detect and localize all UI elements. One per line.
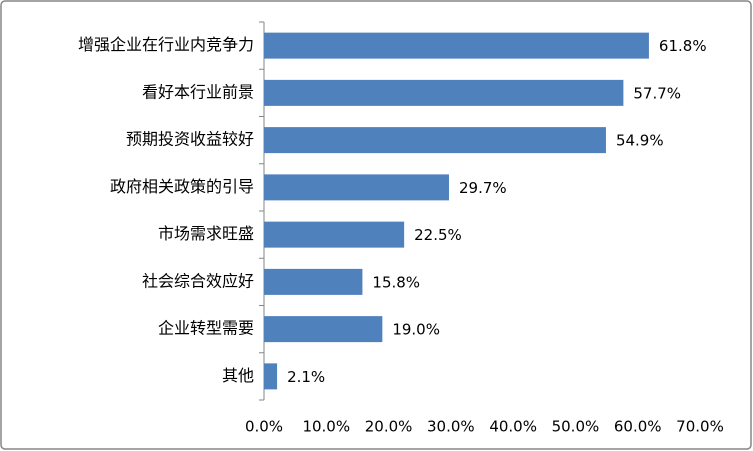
bar (264, 79, 624, 106)
bar (264, 316, 383, 343)
y-tick-label: 增强企业在行业内竞争力 (78, 35, 254, 54)
value-label: 2.1% (287, 368, 325, 386)
value-label: 29.7% (459, 179, 507, 197)
y-tick-label: 政府相关政策的引导 (110, 177, 254, 196)
y-tick-label: 市场需求旺盛 (158, 224, 254, 243)
x-tick-label: 0.0% (245, 418, 283, 436)
value-label: 15.8% (372, 273, 420, 291)
x-tick-label: 20.0% (365, 418, 413, 436)
value-label: 61.8% (659, 37, 707, 55)
value-label: 22.5% (414, 226, 462, 244)
y-tick-label: 其他 (222, 366, 254, 385)
bar (264, 127, 606, 154)
bar (264, 363, 278, 390)
bar (264, 174, 449, 201)
value-label: 19.0% (392, 321, 440, 339)
x-tick-label: 50.0% (552, 418, 600, 436)
x-tick-label: 40.0% (489, 418, 537, 436)
x-tick-label: 60.0% (614, 418, 662, 436)
bar (264, 221, 405, 248)
x-tick-label: 70.0% (676, 418, 724, 436)
y-tick-label: 看好本行业前景 (142, 82, 254, 101)
bar (264, 268, 363, 295)
x-tick-label: 10.0% (302, 418, 350, 436)
y-tick-label: 预期投资收益较好 (126, 130, 254, 149)
x-tick-label: 30.0% (427, 418, 475, 436)
y-tick-label: 企业转型需要 (158, 319, 254, 338)
y-tick-label: 社会综合效应好 (142, 271, 254, 290)
value-label: 57.7% (633, 84, 681, 102)
value-label: 54.9% (616, 132, 664, 150)
bar (264, 32, 649, 59)
